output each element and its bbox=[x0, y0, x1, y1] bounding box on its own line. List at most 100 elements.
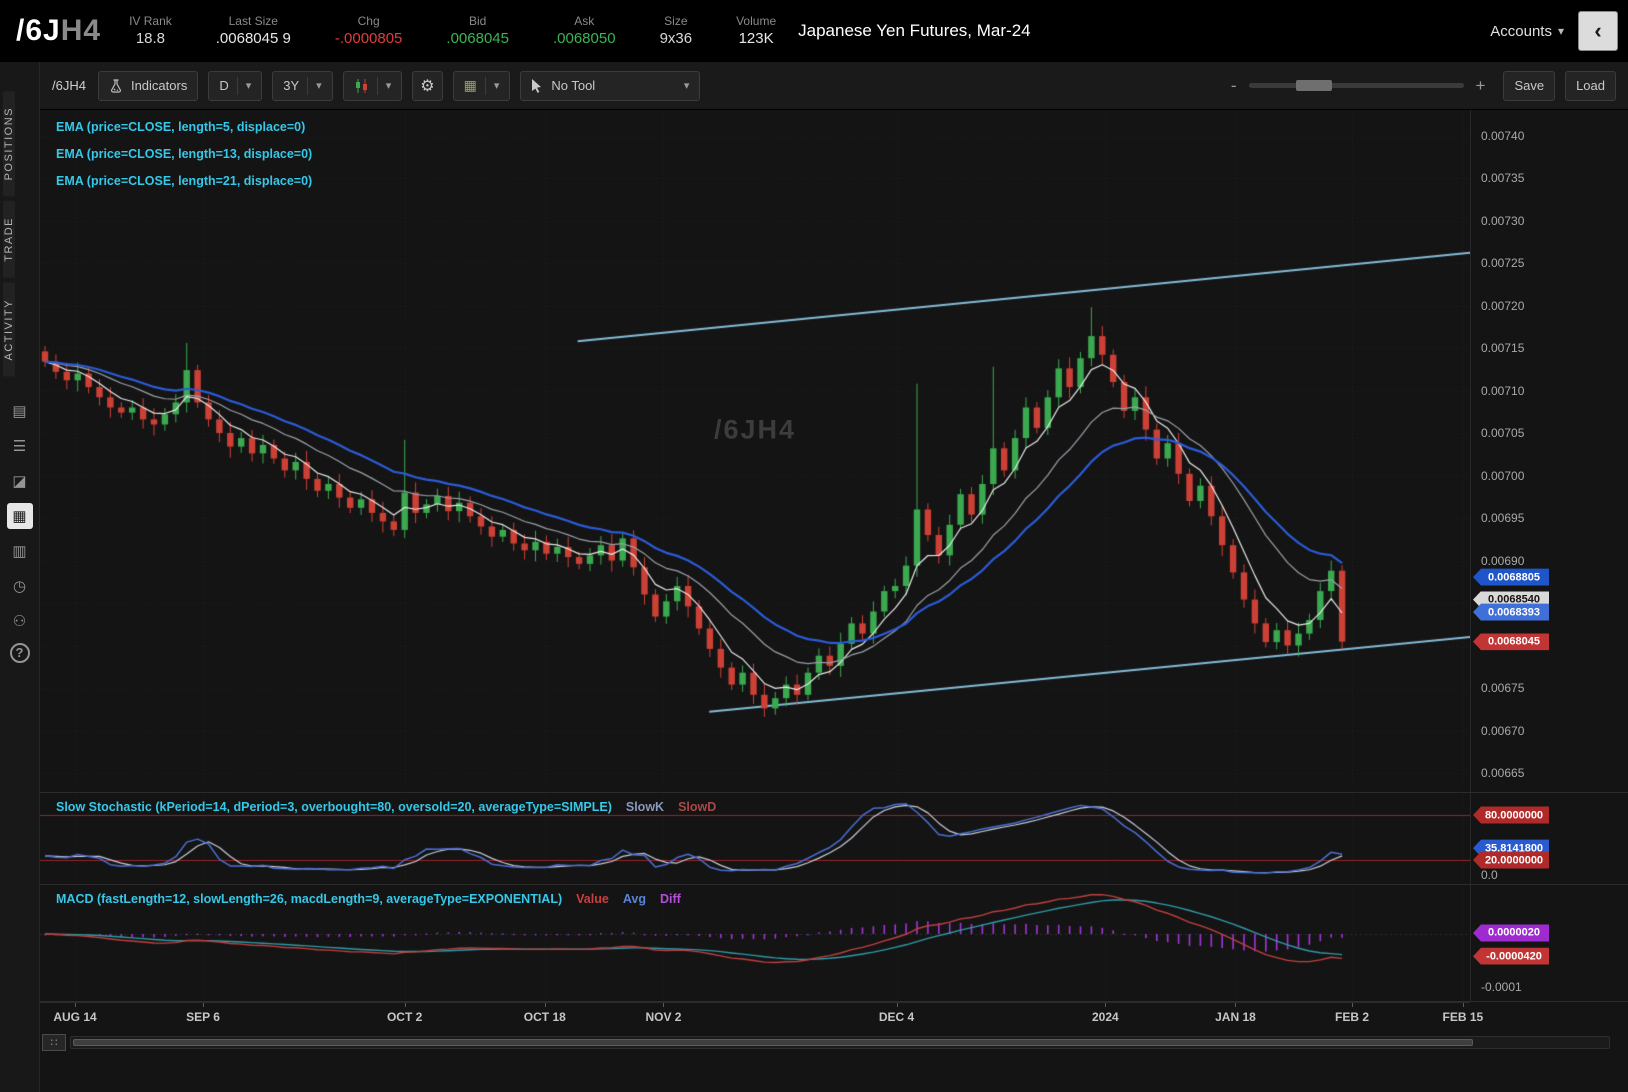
chevron-left-icon: ‹ bbox=[1594, 18, 1602, 43]
study-value-badge: 20.0000000 bbox=[1473, 851, 1549, 869]
accounts-label: Accounts bbox=[1490, 22, 1552, 40]
time-axis-label: OCT 18 bbox=[523, 1010, 566, 1024]
top-header: /6JH4 IV Rank 18.8 Last Size .0068045 9 Chg -… bbox=[0, 0, 1628, 62]
sidebar-tab-positions[interactable]: POSITIONS bbox=[3, 91, 15, 197]
quote-field-last-size: Last Size .0068045 9 bbox=[216, 13, 291, 49]
help-icon[interactable]: ? bbox=[9, 642, 30, 663]
chart-panel: /6JH4 Indicators D ▾ 3Y ▾ ▾ bbox=[40, 62, 1628, 1092]
scrollbar-thumb[interactable] bbox=[73, 1039, 1473, 1046]
chart-style-dropdown[interactable]: ▦ ▾ bbox=[452, 70, 511, 101]
timeframe-dropdown[interactable]: D ▾ bbox=[208, 70, 263, 101]
time-axis-label: SEP 6 bbox=[186, 1010, 220, 1024]
widget-icon[interactable]: ▤ bbox=[12, 402, 27, 420]
quote-field-label: Ask bbox=[574, 14, 595, 28]
zoom-slider[interactable] bbox=[1248, 80, 1464, 91]
price-axis-label: 0.00675 bbox=[1481, 681, 1525, 695]
chevron-down-icon: ▾ bbox=[1557, 24, 1564, 38]
time-axis-tick bbox=[75, 1003, 77, 1007]
time-axis-tick bbox=[663, 1003, 665, 1007]
stochastic-study-label: Slow Stochastic (kPeriod=14, dPeriod=3, … bbox=[56, 800, 716, 814]
time-axis-label: DEC 4 bbox=[878, 1010, 915, 1024]
layout-icon[interactable]: ▥ bbox=[12, 542, 27, 560]
pane-separator bbox=[40, 1001, 1628, 1002]
time-axis-tick bbox=[404, 1003, 406, 1007]
chart-watermark: /6JH4 bbox=[713, 414, 797, 445]
tool-label: No Tool bbox=[551, 78, 596, 93]
gear-icon: ⚙ bbox=[420, 77, 435, 95]
scrollbar-grip[interactable]: ∷ bbox=[42, 1034, 66, 1051]
price-axis-label: 0.00740 bbox=[1481, 128, 1525, 143]
legend-diff: Diff bbox=[659, 892, 681, 906]
price-axis-label: 0.00710 bbox=[1481, 383, 1525, 398]
time-axis-tick bbox=[1352, 1003, 1354, 1007]
study-value-badge: 80.0000000 bbox=[1473, 806, 1549, 824]
time-axis-label: FEB 2 bbox=[1335, 1010, 1370, 1024]
chart-icon[interactable]: ▦ bbox=[6, 502, 33, 529]
price-axis-label: 0.00720 bbox=[1481, 298, 1525, 313]
sidebar-tabs: POSITIONS TRADE ACTIVITY bbox=[0, 86, 39, 382]
zoom-in-button[interactable]: + bbox=[1475, 75, 1486, 95]
main-price-chart-canvas[interactable] bbox=[40, 110, 1470, 790]
chart-settings-button[interactable]: ⚙ bbox=[412, 70, 443, 101]
quote-field-ask: Ask .0068050 bbox=[553, 13, 616, 49]
chart-symbol-label: /6JH4 bbox=[52, 78, 86, 93]
collapse-panel-button[interactable]: ‹ bbox=[1578, 11, 1618, 51]
stochastic-label-text: Slow Stochastic (kPeriod=14, dPeriod=3, … bbox=[56, 800, 612, 814]
chevron-down-icon: ▾ bbox=[385, 80, 392, 92]
accounts-menu[interactable]: Accounts ▾ bbox=[1490, 23, 1564, 40]
macd-label-text: MACD (fastLength=12, slowLength=26, macd… bbox=[56, 892, 563, 906]
people-icon[interactable]: ⚇ bbox=[12, 612, 27, 630]
sidebar-tab-trade[interactable]: TRADE bbox=[3, 201, 15, 279]
ema-label: EMA (price=CLOSE, length=21, displace=0) bbox=[56, 174, 313, 188]
price-axis-label: 0.00715 bbox=[1481, 341, 1525, 355]
quote-field-volume: Volume 123K bbox=[736, 13, 776, 49]
save-label: Save bbox=[1514, 78, 1545, 93]
chart-area: EMA (price=CLOSE, length=5, displace=0) E… bbox=[40, 110, 1628, 1092]
axis-label: -0.0001 bbox=[1481, 980, 1522, 994]
time-axis-tick bbox=[544, 1003, 546, 1007]
chevron-down-icon: ▾ bbox=[316, 80, 322, 92]
quote-field-label: Bid bbox=[469, 14, 487, 28]
quote-field-value: 123K bbox=[738, 30, 774, 47]
quote-field-iv-rank: IV Rank 18.8 bbox=[129, 13, 172, 49]
time-axis-tick bbox=[896, 1003, 898, 1007]
quote-field-value: .0068050 bbox=[552, 30, 616, 47]
instrument-title: Japanese Yen Futures, Mar-24 bbox=[798, 21, 1031, 40]
time-axis-label: NOV 2 bbox=[645, 1010, 682, 1024]
ema-label: EMA (price=CLOSE, length=13, displace=0) bbox=[56, 147, 313, 161]
drawing-tool-dropdown[interactable]: No Tool ▾ bbox=[520, 70, 701, 101]
zoom-control: - + bbox=[1231, 76, 1486, 96]
legend-slowd: SlowD bbox=[678, 800, 717, 814]
indicators-button[interactable]: Indicators bbox=[97, 70, 199, 101]
price-axis-label: 0.00705 bbox=[1481, 426, 1525, 440]
quote-field-label: Size bbox=[664, 14, 688, 28]
save-button[interactable]: Save bbox=[1503, 70, 1556, 101]
list-icon[interactable]: ☰ bbox=[12, 437, 27, 455]
macd-chart-canvas[interactable] bbox=[40, 887, 1470, 1000]
legend-slowk: SlowK bbox=[625, 800, 665, 814]
monitor-icon[interactable]: ◪ bbox=[12, 472, 27, 490]
symbol-suffix: H4 bbox=[60, 14, 102, 47]
range-dropdown[interactable]: 3Y ▾ bbox=[272, 70, 333, 101]
clock-icon[interactable]: ◷ bbox=[12, 577, 27, 595]
price-axis-label: 0.00670 bbox=[1481, 723, 1525, 738]
time-axis-label: 2024 bbox=[1091, 1010, 1119, 1024]
grid-icon: ▦ bbox=[463, 77, 477, 93]
chart-toolbar: /6JH4 Indicators D ▾ 3Y ▾ ▾ bbox=[40, 62, 1628, 110]
price-badge: 0.0068805 bbox=[1473, 568, 1549, 586]
sidebar-tab-activity[interactable]: ACTIVITY bbox=[3, 283, 15, 377]
zoom-out-button[interactable]: - bbox=[1230, 75, 1237, 95]
macd-study-label: MACD (fastLength=12, slowLength=26, macd… bbox=[56, 892, 681, 906]
zoom-slider-thumb[interactable] bbox=[1295, 80, 1332, 91]
indicators-label: Indicators bbox=[130, 78, 188, 93]
price-axis-label: 0.00730 bbox=[1481, 213, 1525, 228]
ema-study-labels: EMA (price=CLOSE, length=5, displace=0) E… bbox=[56, 114, 312, 195]
study-value-badge: 0.0000020 bbox=[1473, 924, 1549, 942]
chart-type-dropdown[interactable]: ▾ bbox=[342, 70, 403, 101]
candlestick-icon bbox=[355, 78, 367, 93]
stochastic-chart-canvas[interactable] bbox=[40, 795, 1470, 882]
axis-label: 0.0 bbox=[1481, 868, 1498, 882]
scrollbar-track[interactable] bbox=[70, 1036, 1610, 1049]
time-axis-tick bbox=[1235, 1003, 1237, 1007]
load-button[interactable]: Load bbox=[1565, 70, 1616, 101]
